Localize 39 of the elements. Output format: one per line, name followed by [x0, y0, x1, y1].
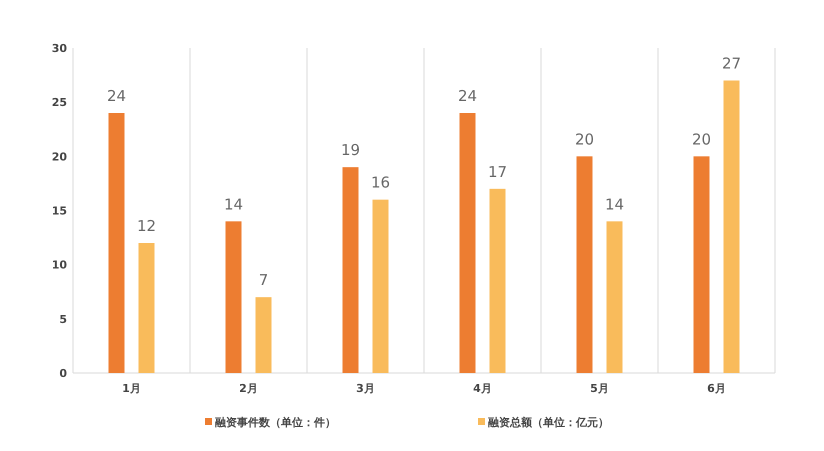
bar: [226, 221, 242, 373]
x-tick-label: 4月: [473, 382, 492, 395]
bar: [342, 167, 358, 373]
x-tick-label: 6月: [707, 382, 726, 395]
y-tick-label: 10: [52, 258, 68, 272]
bar: [138, 243, 154, 373]
legend-label: 融资总额（单位：亿元）: [488, 416, 609, 429]
bar: [460, 113, 476, 373]
data-label: 16: [370, 174, 390, 192]
bar: [724, 80, 740, 373]
y-tick-label: 30: [52, 42, 68, 55]
bar: [606, 221, 622, 373]
data-label: 24: [458, 87, 478, 105]
data-label: 17: [488, 162, 508, 181]
bar: [256, 297, 272, 373]
x-tick-label: 1月: [122, 382, 141, 395]
x-tick-label: 2月: [239, 382, 258, 395]
legend-label: 融资事件数（单位：件）: [215, 416, 336, 429]
x-tick-label: 5月: [590, 382, 609, 395]
data-label: 27: [722, 54, 742, 72]
data-label: 14: [224, 195, 244, 214]
bar: [108, 113, 124, 373]
data-label: 19: [340, 141, 360, 160]
y-tick-label: 5: [59, 312, 67, 326]
data-label: 20: [574, 130, 594, 148]
data-label: 7: [258, 271, 268, 290]
bar: [490, 188, 506, 373]
y-tick-label: 20: [52, 150, 68, 164]
data-label: 12: [136, 217, 156, 235]
x-tick-label: 3月: [356, 382, 375, 395]
y-tick-label: 15: [52, 204, 67, 218]
bar: [694, 156, 710, 373]
bar: [576, 156, 592, 373]
data-label: 20: [692, 130, 712, 148]
y-tick-label: 0: [59, 367, 68, 380]
data-label: 24: [106, 87, 126, 105]
bar: [372, 200, 388, 373]
y-tick-label: 25: [52, 96, 67, 110]
data-label: 14: [604, 195, 624, 214]
